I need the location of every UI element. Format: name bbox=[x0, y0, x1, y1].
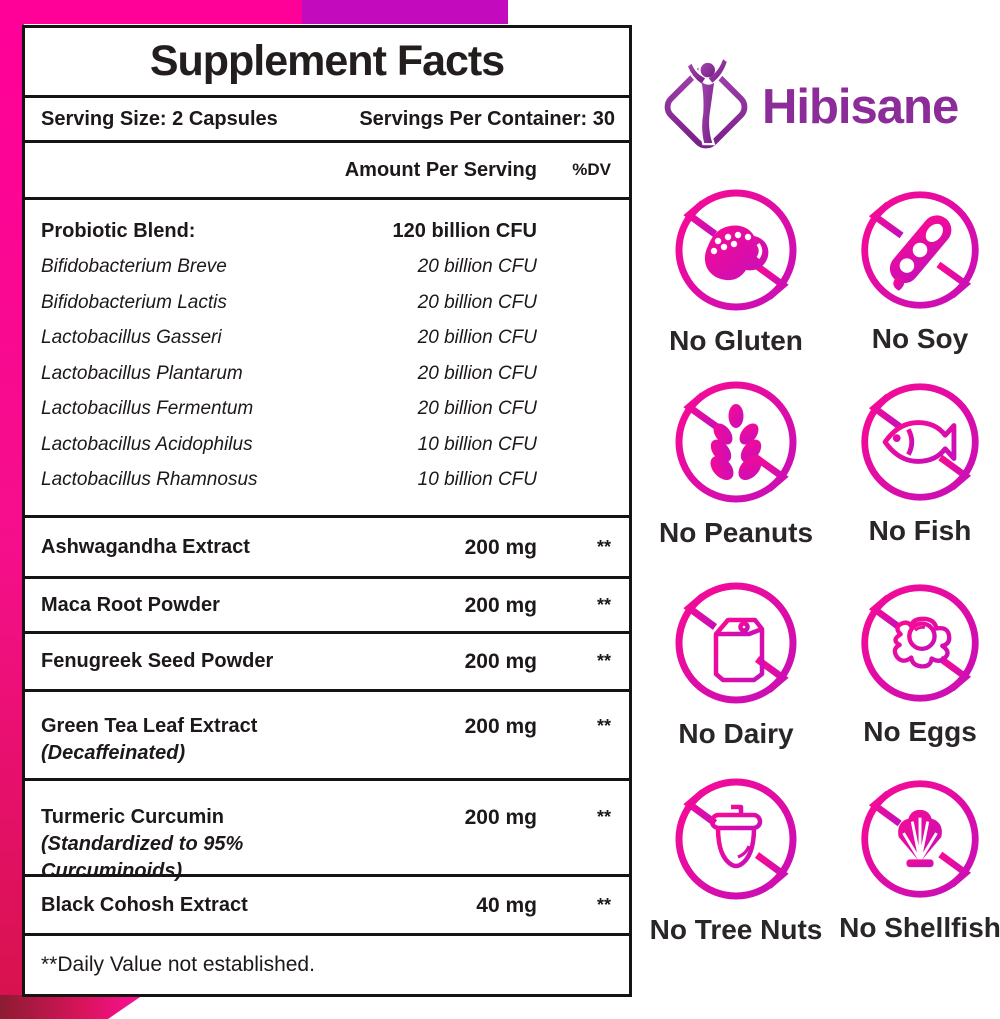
strain-row: Bifidobacterium Lactis 20 billion CFU bbox=[41, 292, 611, 314]
strain-amount: 20 billion CFU bbox=[417, 327, 537, 349]
strain-row: Bifidobacterium Breve 20 billion CFU bbox=[41, 256, 611, 278]
brand-logo: Hibisane bbox=[652, 53, 959, 161]
strain-row: Lactobacillus Acidophilus 10 billion CFU bbox=[41, 434, 611, 456]
allergen-label: No Tree Nuts bbox=[649, 914, 823, 945]
strain-name: Bifidobacterium Lactis bbox=[41, 291, 227, 313]
no-fish-icon bbox=[861, 383, 979, 501]
allergen-label: No Peanuts bbox=[658, 517, 814, 548]
allergen-no-soy: No Soy bbox=[834, 186, 1000, 355]
no-tree-nuts-icon bbox=[675, 778, 797, 900]
ingredient-dv: ** bbox=[596, 716, 611, 736]
ingredient-name: Turmeric Curcumin bbox=[41, 806, 224, 828]
top-magenta-band bbox=[302, 0, 508, 24]
ingredient-row-black-cohosh: Black Cohosh Extract 40 mg ** bbox=[25, 877, 629, 936]
ingredient-name: Ashwagandha Extract bbox=[41, 535, 250, 558]
ingredient-name: Fenugreek Seed Powder bbox=[41, 650, 274, 672]
no-soy-icon bbox=[861, 191, 979, 309]
allergen-no-dairy: No Dairy bbox=[650, 577, 822, 750]
strain-name: Lactobacillus Plantarum bbox=[41, 362, 243, 384]
allergen-label: No Fish bbox=[868, 515, 972, 546]
no-shellfish-icon bbox=[861, 780, 979, 898]
servings-per-container: Servings Per Container: 30 bbox=[359, 107, 615, 130]
allergen-no-peanuts: No Peanuts bbox=[650, 376, 822, 549]
allergen-no-gluten: No Gluten bbox=[650, 184, 822, 357]
allergen-label: No Shellfish bbox=[839, 912, 1000, 943]
strain-amount: 20 billion CFU bbox=[417, 256, 537, 278]
ingredient-dv: ** bbox=[596, 594, 611, 615]
allergen-no-fish: No Fish bbox=[834, 378, 1000, 547]
ingredient-dv: ** bbox=[596, 807, 611, 827]
strain-name: Bifidobacterium Breve bbox=[41, 256, 227, 278]
bottom-pink-wedge bbox=[0, 995, 143, 1019]
serving-row: Serving Size: 2 Capsules Servings Per Co… bbox=[25, 98, 629, 143]
allergen-no-tree-nuts: No Tree Nuts bbox=[650, 773, 822, 946]
ingredient-row-turmeric: Turmeric Curcumin (Standardized to 95% C… bbox=[25, 781, 629, 882]
ingredient-amount: 200 mg bbox=[464, 593, 537, 617]
ingredient-note: (Standardized to 95% Curcuminoids) bbox=[41, 833, 244, 882]
footnote-row: **Daily Value not established. bbox=[25, 936, 629, 994]
strain-amount: 10 billion CFU bbox=[417, 469, 537, 491]
ingredient-name: Black Cohosh Extract bbox=[41, 893, 248, 916]
allergen-no-eggs: No Eggs bbox=[834, 579, 1000, 748]
supplement-facts-panel: Supplement Facts Serving Size: 2 Capsule… bbox=[22, 25, 632, 997]
ingredient-name: Green Tea Leaf Extract bbox=[41, 715, 258, 737]
probiotic-section: Probiotic Blend: 120 billion CFU Bifidob… bbox=[25, 200, 629, 518]
allergen-label: No Eggs bbox=[863, 716, 977, 747]
probiotic-amount: 120 billion CFU bbox=[392, 219, 537, 242]
strain-amount: 10 billion CFU bbox=[417, 433, 537, 455]
probiotic-name: Probiotic Blend: bbox=[41, 219, 196, 242]
allergen-label: No Dairy bbox=[678, 718, 794, 749]
ingredient-amount: 200 mg bbox=[464, 535, 537, 559]
ingredient-row-fenugreek: Fenugreek Seed Powder 200 mg ** bbox=[25, 634, 629, 692]
no-eggs-icon bbox=[861, 584, 979, 702]
footnote: **Daily Value not established. bbox=[41, 953, 315, 976]
probiotic-header: Probiotic Blend: 120 billion CFU bbox=[41, 220, 611, 243]
no-peanuts-icon bbox=[675, 381, 797, 503]
amount-header-row: Amount Per Serving %DV bbox=[25, 143, 629, 200]
ingredient-note: (Decaffeinated) bbox=[41, 742, 186, 764]
ingredient-amount: 200 mg bbox=[464, 715, 537, 738]
facts-title-row: Supplement Facts bbox=[25, 28, 629, 98]
serving-size: Serving Size: 2 Capsules bbox=[41, 107, 278, 130]
strain-name: Lactobacillus Rhamnosus bbox=[41, 469, 258, 491]
allergen-label: No Gluten bbox=[669, 325, 803, 356]
strain-amount: 20 billion CFU bbox=[417, 291, 537, 313]
strain-row: Lactobacillus Rhamnosus 10 billion CFU bbox=[41, 469, 611, 491]
strain-amount: 20 billion CFU bbox=[417, 398, 537, 420]
ingredient-row-maca: Maca Root Powder 200 mg ** bbox=[25, 579, 629, 634]
ingredient-dv: ** bbox=[596, 536, 611, 557]
strain-name: Lactobacillus Acidophilus bbox=[41, 433, 253, 455]
allergen-label: No Soy bbox=[871, 323, 969, 354]
ingredient-name: Maca Root Powder bbox=[41, 593, 220, 616]
brand-name: Hibisane bbox=[762, 80, 959, 134]
top-pink-band bbox=[0, 0, 302, 24]
strain-name: Lactobacillus Gasseri bbox=[41, 327, 222, 349]
allergen-no-shellfish: No Shellfish bbox=[834, 775, 1000, 944]
strain-row: Lactobacillus Gasseri 20 billion CFU bbox=[41, 327, 611, 349]
facts-title: Supplement Facts bbox=[149, 37, 505, 85]
strain-row: Lactobacillus Fermentum 20 billion CFU bbox=[41, 398, 611, 420]
strain-name: Lactobacillus Fermentum bbox=[41, 398, 254, 420]
ingredient-dv: ** bbox=[596, 894, 611, 915]
strain-amount: 20 billion CFU bbox=[417, 362, 537, 384]
ingredient-row-green-tea: Green Tea Leaf Extract (Decaffeinated) 2… bbox=[25, 692, 629, 781]
amount-per-serving-header: Amount Per Serving bbox=[344, 158, 537, 181]
left-pink-band bbox=[0, 0, 24, 996]
no-dairy-icon bbox=[675, 582, 797, 704]
dv-header: %DV bbox=[572, 160, 611, 179]
strain-row: Lactobacillus Plantarum 20 billion CFU bbox=[41, 363, 611, 385]
ingredient-amount: 200 mg bbox=[464, 650, 537, 673]
ingredient-amount: 40 mg bbox=[476, 893, 537, 917]
no-gluten-icon bbox=[675, 189, 797, 311]
brand-mark-icon bbox=[664, 55, 748, 149]
ingredient-row-ashwagandha: Ashwagandha Extract 200 mg ** bbox=[25, 518, 629, 579]
ingredient-amount: 200 mg bbox=[464, 806, 537, 829]
ingredient-dv: ** bbox=[596, 651, 611, 671]
